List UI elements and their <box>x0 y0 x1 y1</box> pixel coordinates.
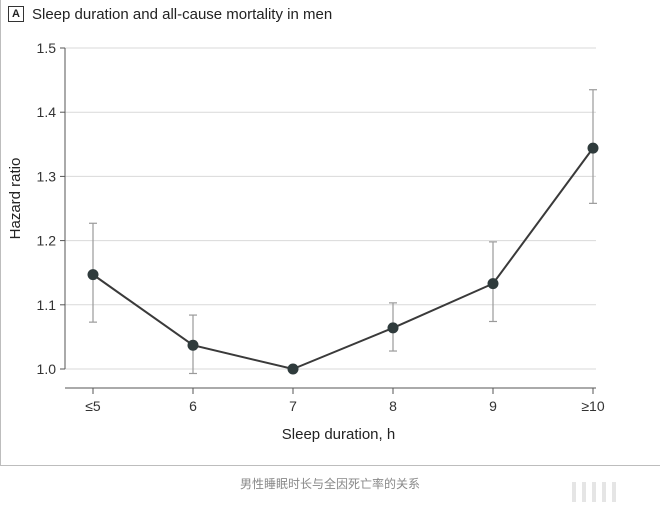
x-tick-label: 7 <box>289 398 297 414</box>
x-tick-label: 6 <box>189 398 197 414</box>
y-tick-label: 1.5 <box>37 40 57 56</box>
data-point <box>587 142 599 154</box>
watermark-icon <box>572 482 616 502</box>
y-tick-label: 1.2 <box>37 233 57 249</box>
label-layer: 1.0 1.1 1.2 1.3 1.4 1.5 ≤5 6 7 8 9 ≥10 Sleep duratio… <box>7 40 605 443</box>
y-tick-label: 1.1 <box>37 297 57 313</box>
line-layer <box>92 147 594 371</box>
errorbar-layer <box>89 89 597 375</box>
y-axis-title: Hazard ratio <box>7 158 24 240</box>
data-point <box>87 269 99 281</box>
x-tick-label: ≤5 <box>85 398 101 414</box>
data-point <box>487 278 499 290</box>
data-point <box>287 363 299 375</box>
panel-label: A <box>8 6 24 22</box>
figure-frame-bottom <box>0 465 660 466</box>
data-point <box>387 322 399 334</box>
chart-title: Sleep duration and all-cause mortality i… <box>32 5 333 23</box>
marker-layer <box>87 142 599 375</box>
title-row: A Sleep duration and all-cause mortality… <box>8 4 332 24</box>
x-tick-label: 8 <box>389 398 397 414</box>
grid-layer <box>65 47 596 370</box>
figure-caption: 男性睡眠时长与全因死亡率的关系 <box>239 477 420 491</box>
series-line <box>92 147 594 371</box>
y-tick-label: 1.3 <box>37 168 57 184</box>
chart-svg: 1.0 1.1 1.2 1.3 1.4 1.5 ≤5 6 7 8 9 ≥10 Sleep duratio… <box>7 40 605 443</box>
y-tick-label: 1.4 <box>37 104 57 120</box>
figure-panel: A Sleep duration and all-cause mortality… <box>0 0 660 466</box>
x-tick-label: 9 <box>489 398 497 414</box>
data-point <box>187 339 199 351</box>
axis-layer <box>60 47 596 394</box>
figure-frame-left <box>0 0 1 466</box>
x-axis-title: Sleep duration, h <box>282 426 395 443</box>
x-tick-label: ≥10 <box>581 398 604 414</box>
y-tick-label: 1.0 <box>37 361 57 377</box>
